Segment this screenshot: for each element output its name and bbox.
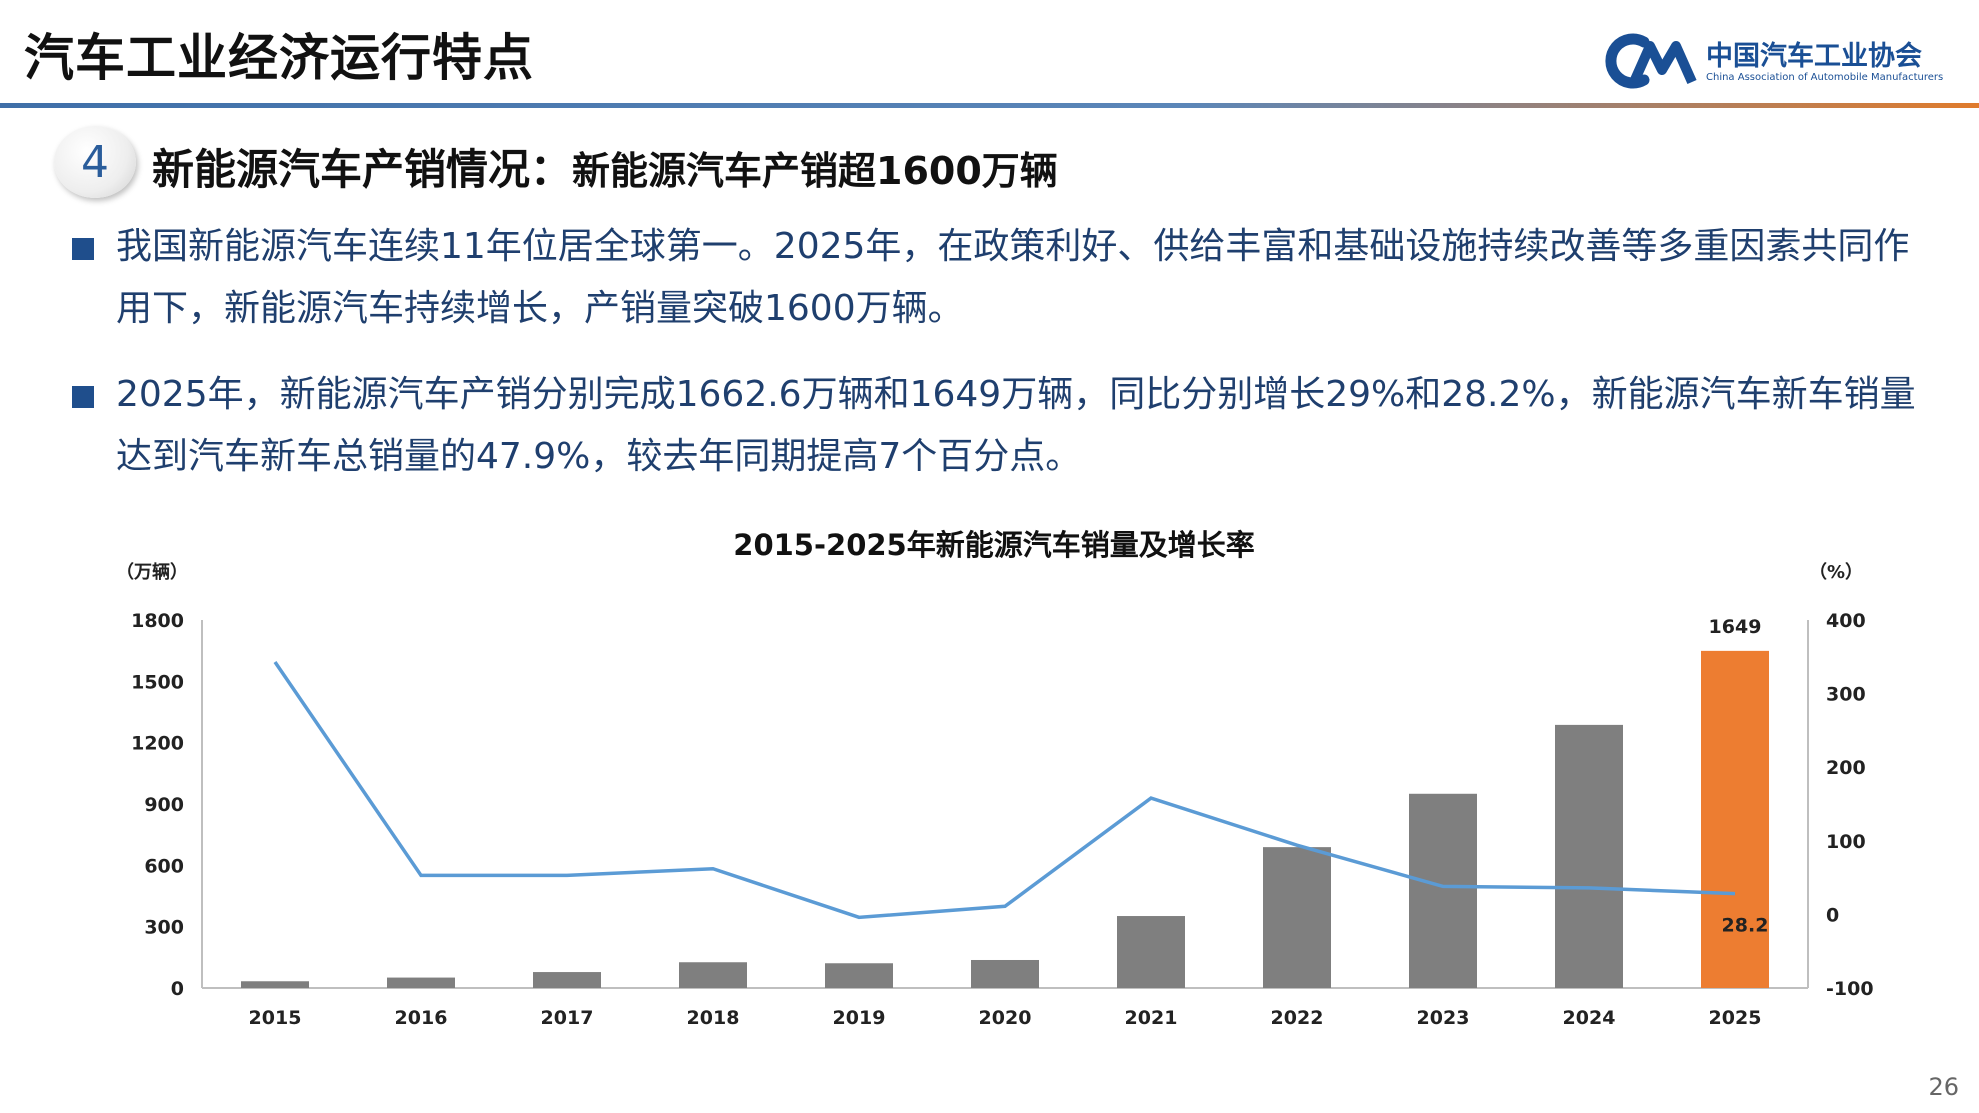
logo-name: 中国汽车工业协会 bbox=[1706, 41, 1922, 72]
right-tick-label: 0 bbox=[1826, 904, 1839, 926]
section-number-badge: 4 bbox=[54, 126, 136, 198]
association-logo: 中国汽车工业协会 China Association of Automobile… bbox=[1600, 30, 1943, 92]
left-tick-label: 1500 bbox=[131, 671, 184, 693]
left-tick-label: 1800 bbox=[131, 610, 184, 632]
sales-bar bbox=[387, 977, 455, 988]
chart-title: 2015-2025年新能源汽车销量及增长率 bbox=[733, 528, 1254, 562]
logo-subtitle: China Association of Automobile Manufact… bbox=[1706, 72, 1944, 83]
sales-bar bbox=[1701, 650, 1769, 988]
cam-logo-icon bbox=[1605, 33, 1697, 89]
sales-bar bbox=[533, 972, 601, 988]
bullet-item: 2025年，新能源汽车产销分别完成1662.6万辆和1649万辆，同比分别增长2… bbox=[72, 364, 1932, 488]
left-tick-label: 0 bbox=[171, 978, 184, 1000]
x-tick-label: 2022 bbox=[1271, 1007, 1324, 1029]
header-divider bbox=[0, 103, 1979, 108]
bullet-text: 2025年，新能源汽车产销分别完成1662.6万辆和1649万辆，同比分别增长2… bbox=[116, 374, 1916, 477]
x-tick-label: 2021 bbox=[1125, 1007, 1178, 1029]
left-tick-label: 900 bbox=[144, 794, 184, 816]
sales-bar bbox=[971, 959, 1039, 988]
x-tick-label: 2017 bbox=[541, 1007, 594, 1029]
right-tick-label: 300 bbox=[1826, 684, 1866, 706]
section-title-sub: 新能源汽车产销超1600万辆 bbox=[572, 149, 1058, 193]
right-axis-unit: （%） bbox=[1809, 562, 1863, 583]
right-tick-label: -100 bbox=[1826, 978, 1874, 1000]
bullet-item: 我国新能源汽车连续11年位居全球第一。2025年，在政策利好、供给丰富和基础设施… bbox=[72, 216, 1932, 340]
left-tick-label: 300 bbox=[144, 917, 184, 939]
bullet-text: 我国新能源汽车连续11年位居全球第一。2025年，在政策利好、供给丰富和基础设施… bbox=[116, 226, 1910, 329]
sales-bar bbox=[241, 981, 309, 988]
page-number: 26 bbox=[1928, 1073, 1959, 1101]
line-data-label: 28.2 bbox=[1722, 915, 1769, 937]
x-tick-label: 2023 bbox=[1417, 1007, 1470, 1029]
sales-bar bbox=[825, 963, 893, 988]
sales-bar bbox=[679, 962, 747, 988]
square-bullet-icon bbox=[72, 238, 94, 260]
x-tick-label: 2016 bbox=[395, 1007, 448, 1029]
x-tick-label: 2020 bbox=[979, 1007, 1032, 1029]
sales-chart: 2015-2025年新能源汽车销量及增长率 （万辆） （%） 0 300 600 90… bbox=[0, 520, 1979, 1080]
growth-rate-line bbox=[273, 660, 1736, 920]
right-tick-label: 400 bbox=[1826, 610, 1866, 632]
right-tick-label: 200 bbox=[1826, 757, 1866, 779]
left-tick-label: 1200 bbox=[131, 733, 184, 755]
bar-data-label: 1649 bbox=[1709, 616, 1762, 638]
right-tick-label: 100 bbox=[1826, 831, 1866, 853]
sales-bar bbox=[1555, 724, 1623, 988]
x-tick-label: 2015 bbox=[249, 1007, 302, 1029]
sales-bar bbox=[1409, 793, 1477, 988]
square-bullet-icon bbox=[72, 386, 94, 408]
sales-bar bbox=[1263, 847, 1331, 988]
x-tick-label: 2024 bbox=[1563, 1007, 1616, 1029]
left-axis-unit: （万辆） bbox=[116, 561, 188, 583]
section-title-main: 新能源汽车产销情况： bbox=[152, 145, 573, 194]
section-title: 新能源汽车产销情况：新能源汽车产销超1600万辆 bbox=[152, 136, 1058, 197]
chart-canvas: 2015-2025年新能源汽车销量及增长率 （万辆） （%） 0 300 600 90… bbox=[116, 528, 1874, 1029]
x-tick-label: 2019 bbox=[833, 1007, 886, 1029]
left-tick-label: 600 bbox=[144, 855, 184, 877]
x-tick-label: 2018 bbox=[687, 1007, 740, 1029]
page-title: 汽车工业经济运行特点 bbox=[24, 29, 534, 87]
sales-bar bbox=[1117, 916, 1185, 988]
x-tick-label: 2025 bbox=[1709, 1007, 1762, 1029]
